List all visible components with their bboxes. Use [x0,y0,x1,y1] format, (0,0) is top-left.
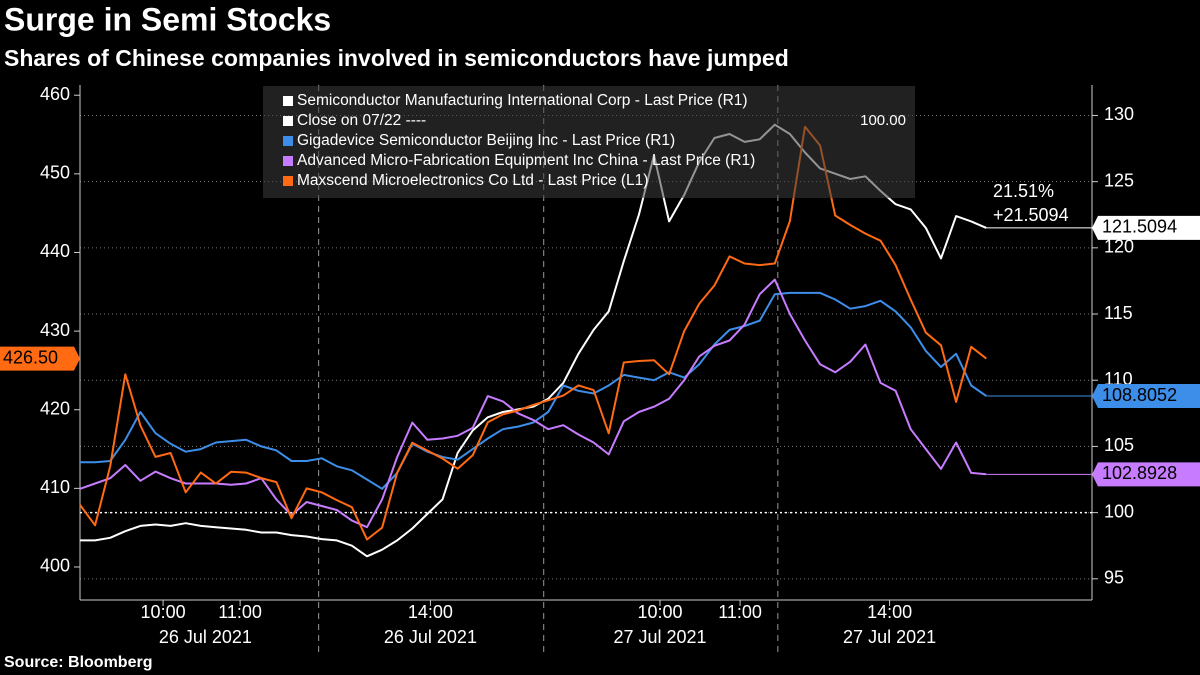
annotation: +21.5094 [993,205,1069,225]
legend-swatch [283,136,293,146]
y-tick-label: 430 [40,320,70,340]
x-date-label: 27 Jul 2021 [613,627,706,647]
legend-label: Gigadevice Semiconductor Beijing Inc - L… [297,132,675,149]
legend-swatch [283,96,293,106]
last-value-label: 121.5094 [1102,217,1177,237]
legend-swatch [283,176,293,186]
legend-label: Maxscend Microelectronics Co Ltd - Last … [297,172,648,189]
y2-tick-label: 120 [1104,237,1134,257]
y2-tick-label: 130 [1104,104,1134,124]
last-value-box [1092,462,1200,487]
y-tick-label: 410 [40,477,70,497]
x-tick-label: 10:00 [637,602,682,622]
y2-tick-label: 100 [1104,501,1134,521]
x-date-label: 26 Jul 2021 [159,627,252,647]
reference-label: 100.00 [860,112,906,129]
y2-tick-label: 105 [1104,435,1134,455]
y2-tick-label: 115 [1104,303,1133,323]
source: Source: Bloomberg [4,654,152,671]
x-tick-label: 14:00 [408,602,453,622]
x-tick-label: 10:00 [141,602,186,622]
chart-subtitle: Shares of Chinese companies involved in … [4,45,789,71]
last-value-label: 102.8928 [1102,463,1177,483]
series-line [79,125,987,541]
y-tick-label: 460 [40,84,70,104]
annotation: 21.51% [993,181,1054,201]
series-line [79,278,987,529]
y-tick-label: 400 [40,556,70,576]
x-tick-label: 11:00 [218,602,262,622]
legend-swatch [283,156,293,166]
last-value-box [0,346,80,371]
y-tick-label: 440 [40,241,70,261]
y-tick-label: 450 [40,163,70,183]
y2-tick-label: 110 [1104,369,1133,389]
legend-label: Close on 07/22 ---- [297,112,426,129]
x-tick-label: 11:00 [718,602,762,622]
last-value-box [1092,384,1200,409]
x-date-label: 26 Jul 2021 [384,627,477,647]
legend: Semiconductor Manufacturing Internationa… [263,86,915,198]
last-value-label: 426.50 [3,347,58,367]
legend-label: Advanced Micro-Fabrication Equipment Inc… [297,152,755,169]
x-date-label: 27 Jul 2021 [843,627,936,647]
legend-swatch [283,116,293,126]
legend-box [263,86,915,198]
chart-title: Surge in Semi Stocks [4,1,331,37]
y2-tick-label: 125 [1104,170,1134,190]
x-tick-label: 14:00 [867,602,912,622]
y-tick-label: 420 [40,398,70,418]
last-value-box [1092,215,1200,240]
last-value-label: 108.8052 [1102,385,1177,405]
y2-tick-label: 95 [1104,568,1124,588]
series-line [80,291,987,490]
legend-label: Semiconductor Manufacturing Internationa… [297,92,748,109]
